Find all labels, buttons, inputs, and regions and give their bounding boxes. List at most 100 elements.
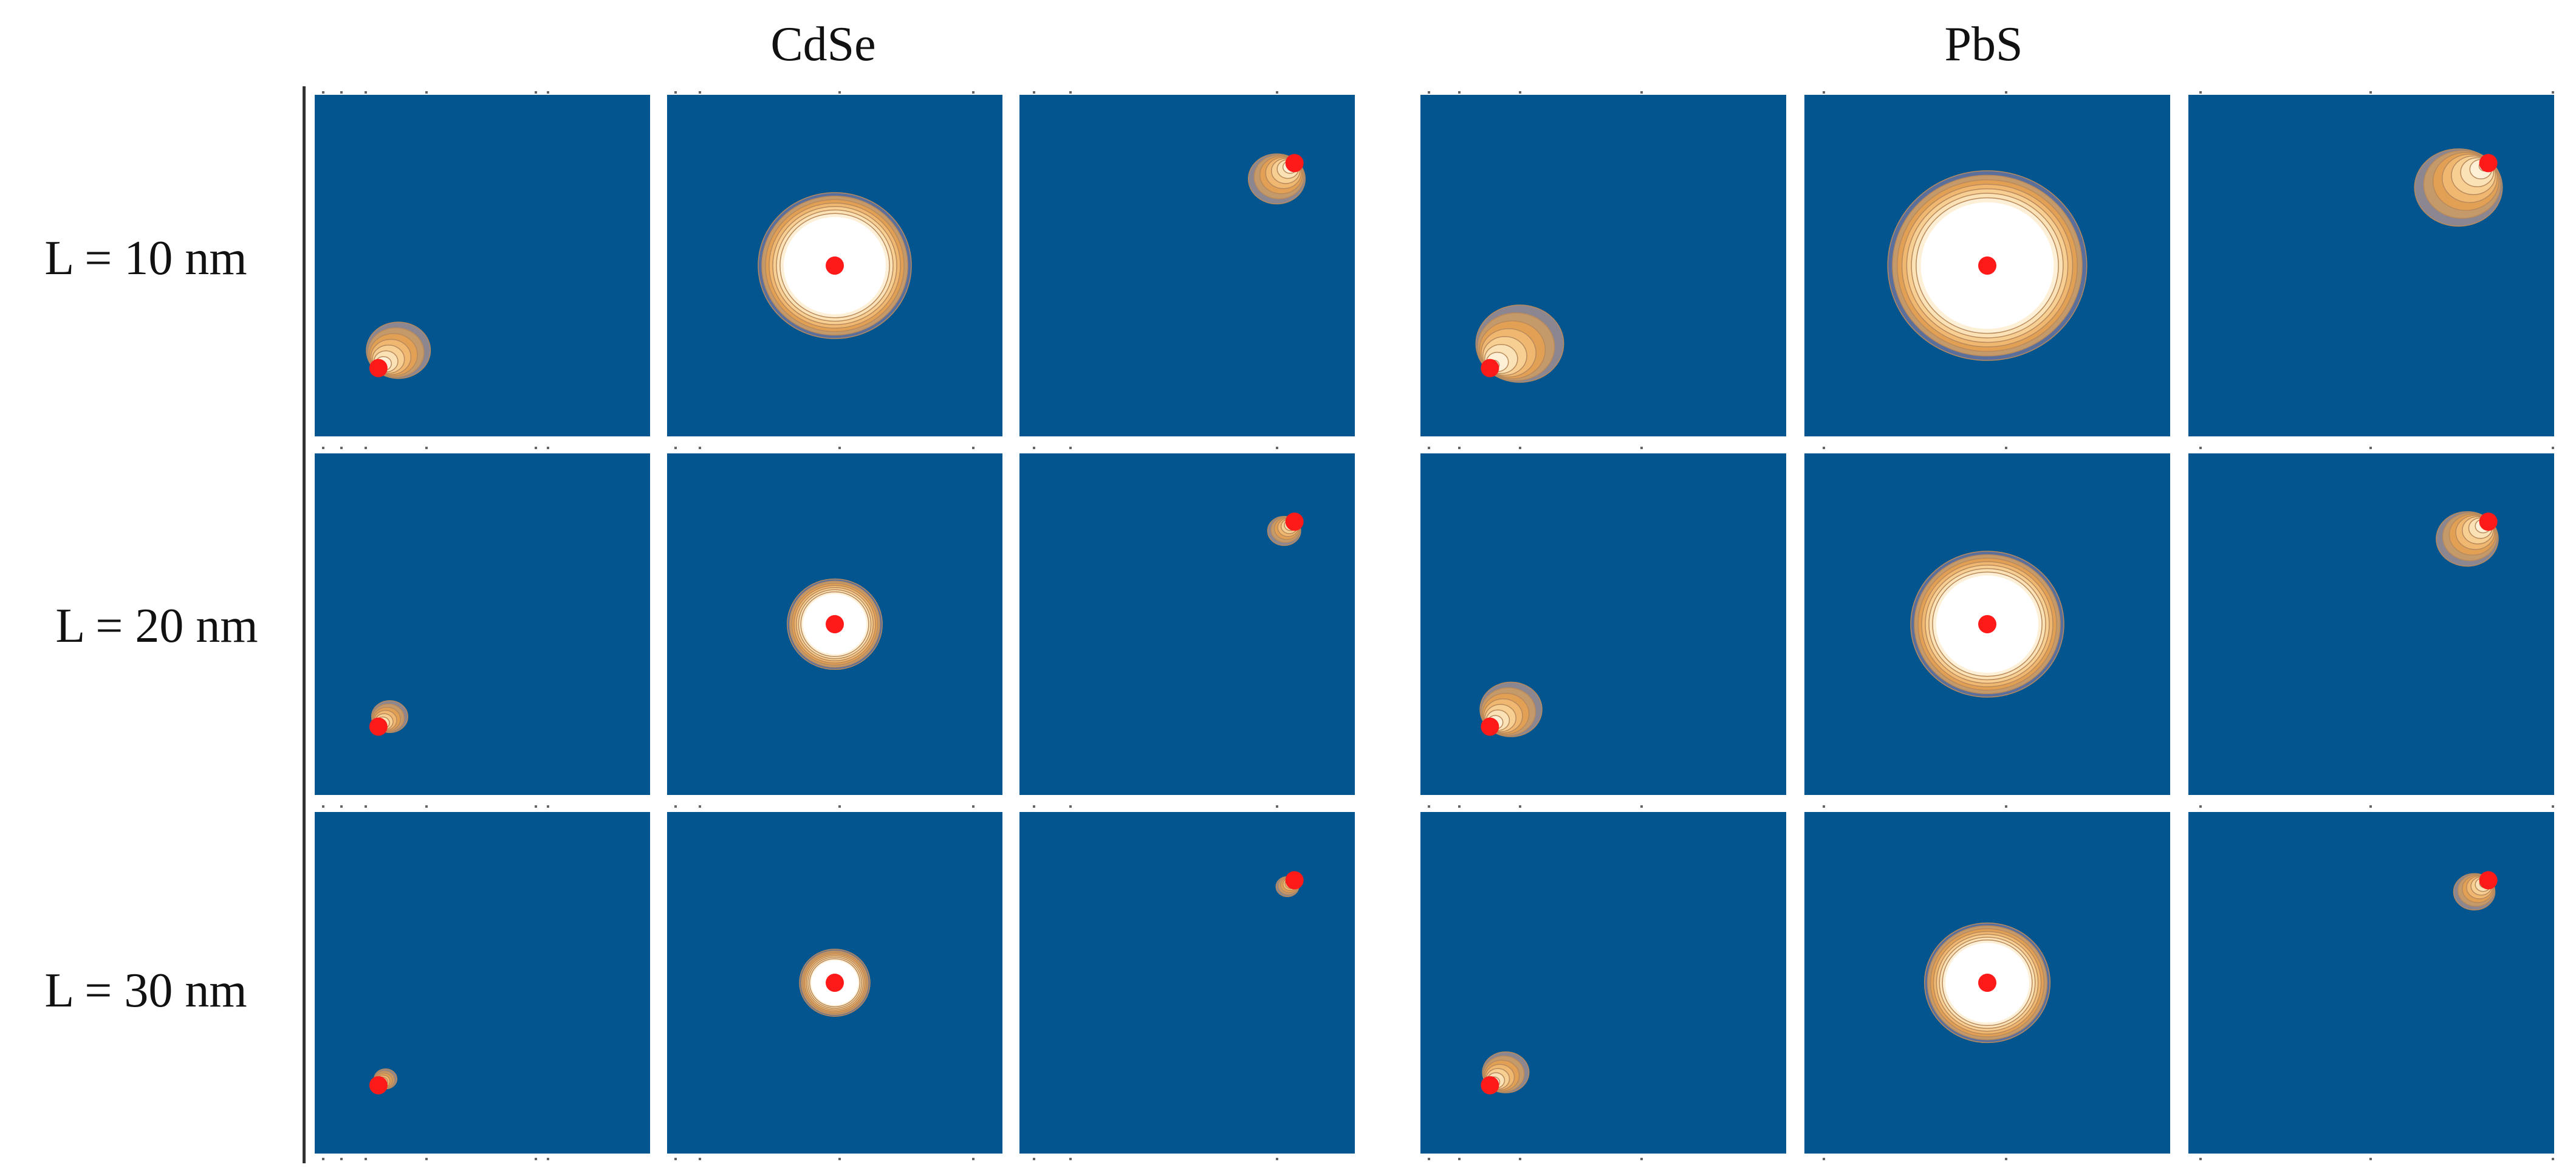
axis-tick: [2005, 447, 2007, 449]
axis-tick: [1823, 91, 1825, 94]
axis-tick: [1519, 447, 1521, 449]
contour-plot: [787, 578, 883, 670]
axis-tick: [2369, 91, 2372, 94]
axis-tick: [1640, 91, 1643, 94]
contour-panel-cdse-r2-c1: [315, 453, 650, 795]
axis-tick: [1458, 91, 1461, 94]
contour-plot: [1275, 871, 1304, 897]
charge-marker: [2479, 512, 2498, 531]
axis-tick: [972, 805, 975, 808]
charge-marker: [1481, 717, 1499, 736]
contour-plot: [758, 192, 912, 339]
axis-tick: [1276, 805, 1278, 808]
axis-tick: [1033, 805, 1035, 808]
axis-tick: [1069, 91, 1072, 94]
contour-plot: [799, 949, 871, 1017]
axis-tick: [2369, 447, 2372, 449]
column-header-cdse: CdSe: [770, 18, 876, 71]
axis-tick: [535, 447, 537, 449]
axis-tick: [2005, 1158, 2007, 1160]
charge-marker: [1285, 512, 1304, 531]
contour-panel-cdse-r3-c1: [315, 812, 650, 1154]
axis-tick: [1069, 1158, 1072, 1160]
contour-panel-pbs-r1-c4: [1420, 95, 1786, 436]
axis-tick: [2552, 91, 2554, 94]
contour-plot: [2453, 871, 2498, 910]
charge-marker: [826, 615, 844, 633]
axis-tick: [535, 805, 537, 808]
axis-tick: [1519, 1158, 1521, 1160]
row-label-30nm: L = 30 nm: [44, 964, 247, 1017]
charge-marker: [826, 974, 844, 992]
charge-marker: [2479, 154, 2498, 173]
axis-tick: [1033, 91, 1035, 94]
axis-tick: [1823, 805, 1825, 808]
column-header-pbs: PbS: [1944, 18, 2023, 71]
axis-tick: [2199, 805, 2202, 808]
charge-marker: [1285, 871, 1304, 890]
charge-marker: [1978, 256, 1996, 275]
axis-tick: [1519, 805, 1521, 808]
charge-marker: [1978, 615, 1996, 633]
axis-tick: [425, 1158, 428, 1160]
axis-tick: [1458, 805, 1461, 808]
axis-tick: [838, 91, 841, 94]
axis-tick: [340, 91, 343, 94]
contour-panel-pbs-r2-c6: [2188, 453, 2554, 795]
axis-tick: [365, 805, 367, 808]
axis-tick: [699, 1158, 701, 1160]
charge-marker: [826, 256, 844, 275]
axis-tick: [1823, 447, 1825, 449]
axis-tick: [2552, 447, 2554, 449]
contour-panel-cdse-r1-c3: [1019, 95, 1355, 436]
charge-marker: [1978, 974, 1996, 992]
axis-tick: [2199, 447, 2202, 449]
contour-plot: [2414, 148, 2503, 227]
axis-tick: [972, 91, 975, 94]
axis-tick: [674, 1158, 677, 1160]
axis-tick: [2005, 91, 2007, 94]
axis-tick: [535, 1158, 537, 1160]
axis-tick: [1276, 447, 1278, 449]
contour-plot: [1475, 304, 1564, 383]
charge-marker: [369, 1076, 388, 1095]
axis-tick: [1458, 1158, 1461, 1160]
axis-tick: [1428, 91, 1430, 94]
contour-panel-cdse-r2-c3: [1019, 453, 1355, 795]
axis-tick: [340, 447, 343, 449]
contour-panel-pbs-r2-c4: [1420, 453, 1786, 795]
charge-marker: [369, 359, 388, 377]
axis-tick: [838, 447, 841, 449]
charge-marker: [1481, 1076, 1499, 1095]
axis-tick: [1069, 805, 1072, 808]
axis-tick: [1428, 1158, 1430, 1160]
contour-plot: [1923, 922, 2051, 1044]
axis-tick: [425, 805, 428, 808]
charge-marker: [1481, 359, 1499, 377]
contour-plot: [1247, 153, 1306, 205]
axis-tick: [1069, 447, 1072, 449]
contour-panel-pbs-r1-c5: [1804, 95, 2170, 436]
contour-plot: [1910, 551, 2064, 698]
contour-plot: [1481, 1051, 1530, 1095]
axis-tick: [1458, 447, 1461, 449]
axis-tick: [1276, 1158, 1278, 1160]
axis-tick: [2199, 1158, 2202, 1160]
axis-tick: [1428, 447, 1430, 449]
axis-tick: [322, 447, 324, 449]
axis-tick: [547, 1158, 549, 1160]
axis-tick: [365, 91, 367, 94]
axis-tick: [340, 805, 343, 808]
axis-tick: [699, 805, 701, 808]
axis-tick: [322, 805, 324, 808]
charge-marker: [1285, 154, 1304, 173]
contour-plot: [1267, 512, 1304, 546]
contour-panel-cdse-r2-c2: [667, 453, 1002, 795]
axis-tick: [1519, 91, 1521, 94]
contour-plot: [366, 322, 431, 379]
axis-tick: [322, 91, 324, 94]
contour-panel-pbs-r1-c6: [2188, 95, 2554, 436]
axis-tick: [2005, 805, 2007, 808]
axis-tick: [1640, 447, 1643, 449]
contour-panel-pbs-r3-c4: [1420, 812, 1786, 1154]
